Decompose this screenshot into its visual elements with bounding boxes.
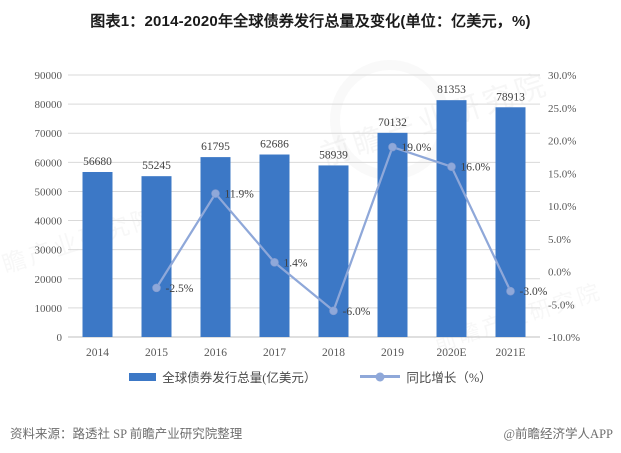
line-series-swatch-icon	[360, 372, 401, 381]
line-value-label: -2.5%	[166, 283, 194, 295]
legend-label-bars: 全球债券发行总量(亿美元）	[162, 371, 317, 385]
bar-2016	[200, 157, 231, 337]
bar-value-label: 58939	[319, 149, 348, 161]
x-axis-category-label: 2021E	[495, 347, 525, 359]
bar-2015	[141, 176, 172, 337]
left-axis-tick-label: 30000	[35, 245, 63, 257]
x-axis-category-label: 2017	[263, 347, 286, 359]
right-axis-tick-label: 30.0%	[548, 70, 576, 82]
x-axis-category-label: 2020E	[436, 347, 466, 359]
line-marker-2020E	[447, 162, 456, 171]
footer-brand-text: @前瞻经济学人APP	[503, 427, 613, 441]
line-marker-2016	[211, 189, 220, 198]
left-axis-tick-label: 10000	[35, 303, 63, 315]
chart-title: 图表1：2014-2020年全球债券发行总量及变化(单位：亿美元，%)	[90, 13, 531, 30]
chart-legend: 全球债券发行总量(亿美元） 同比增长（%）	[0, 367, 621, 386]
right-axis-tick-label: 20.0%	[548, 136, 576, 148]
line-marker-2018	[329, 306, 338, 316]
bar-2021E	[495, 107, 526, 338]
line-value-label: 16.0%	[461, 162, 491, 174]
left-axis-tick-label: 0	[57, 332, 63, 344]
x-axis-category-label: 2015	[145, 347, 168, 359]
line-marker-2017	[270, 258, 279, 267]
bar-value-label: 70132	[378, 117, 407, 129]
bar-value-label: 62686	[260, 139, 289, 151]
left-axis-tick-label: 60000	[35, 157, 63, 169]
bar-value-label: 61795	[201, 141, 230, 153]
right-axis-tick-label: 15.0%	[548, 168, 576, 180]
bar-value-label: 78913	[496, 91, 525, 103]
right-axis-tick-label: 25.0%	[548, 103, 576, 115]
x-axis-category-label: 2018	[322, 347, 345, 359]
bar-series-swatch-icon	[129, 372, 157, 381]
bar-value-label: 55245	[142, 160, 171, 172]
line-marker-2021E	[506, 286, 515, 296]
right-axis-tick-label: 0.0%	[548, 267, 571, 279]
line-value-label: -3.0%	[520, 286, 548, 298]
right-axis-tick-label: 10.0%	[548, 201, 576, 213]
footer-source-text: 资料来源：路透社 SP 前瞻产业研究院整理	[10, 427, 243, 441]
legend-label-line: 同比增长（%）	[406, 371, 492, 385]
x-axis-category-label: 2019	[381, 347, 404, 359]
right-axis-tick-label: -10.0%	[548, 332, 580, 344]
bar-2014	[82, 171, 113, 337]
combo-chart: 0 10000 20000 30000 40000 50000 60000 70000 8000…	[35, 70, 581, 359]
bar-value-label: 81353	[437, 84, 466, 96]
x-axis-category-label: 2016	[204, 347, 227, 359]
bar-2017	[259, 154, 290, 337]
line-value-label: 1.4%	[284, 257, 308, 269]
line-value-label: -6.0%	[343, 306, 371, 318]
bar-2020E	[436, 100, 467, 337]
left-axis-tick-label: 50000	[35, 186, 63, 198]
x-axis-category-label: 2014	[86, 347, 109, 359]
line-marker-2015	[152, 283, 161, 293]
left-axis-tick-label: 70000	[35, 128, 63, 140]
left-axis-tick-label: 80000	[35, 99, 63, 111]
line-marker-icon	[375, 372, 385, 381]
bar-2019	[377, 132, 408, 337]
line-value-label: 19.0%	[402, 142, 432, 154]
left-axis-tick-label: 90000	[35, 70, 63, 82]
legend-item-line: 同比增长（%）	[360, 367, 492, 386]
line-value-label: 11.9%	[225, 189, 255, 201]
right-axis-tick-label: 5.0%	[548, 234, 571, 246]
bar-value-label: 56680	[83, 156, 112, 168]
legend-item-bars: 全球债券发行总量(亿美元）	[129, 367, 316, 386]
left-axis-tick-label: 40000	[35, 216, 63, 228]
right-axis-tick-label: -5.0%	[548, 299, 575, 311]
line-marker-2019	[388, 142, 397, 152]
left-axis-tick-label: 20000	[35, 274, 63, 286]
